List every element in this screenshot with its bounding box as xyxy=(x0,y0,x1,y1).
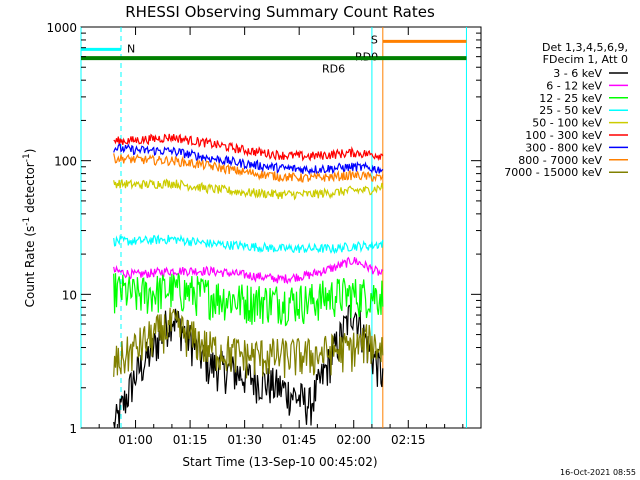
annotation-label-3: RD6 xyxy=(322,63,345,76)
legend-header-1: FDecim 1, Att 0 xyxy=(543,53,628,66)
legend-label-8: 7000 - 15000 keV xyxy=(504,166,602,179)
y-axis-label-main: Count Rate (s xyxy=(23,226,37,308)
legend-label-5: 100 - 300 keV xyxy=(525,129,602,142)
legend: Det 1,3,4,5,6,9,FDecim 1, Att 03 - 6 keV… xyxy=(504,41,628,179)
legend-label-7: 800 - 7000 keV xyxy=(518,154,602,167)
series-line-5 xyxy=(113,133,384,162)
annotation-label-1: S xyxy=(371,33,378,46)
series-line-7 xyxy=(113,153,384,183)
x-tick-label-1: 01:15 xyxy=(173,433,208,447)
legend-label-4: 50 - 100 keV xyxy=(532,117,602,130)
legend-label-2: 12 - 25 keV xyxy=(539,92,602,105)
y-tick-label-3: 1000 xyxy=(46,21,77,35)
series-line-3 xyxy=(113,234,384,255)
x-tick-label-0: 01:00 xyxy=(118,433,153,447)
footer-timestamp: 16-Oct-2021 08:55 xyxy=(560,468,636,477)
y-tick-label-0: 1 xyxy=(69,422,77,436)
y-axis-label-end: ) xyxy=(23,149,37,154)
legend-label-0: 3 - 6 keV xyxy=(553,67,602,80)
chart-title: RHESSI Observing Summary Count Rates xyxy=(125,3,435,21)
series-line-6 xyxy=(113,143,384,176)
x-tick-label-4: 02:00 xyxy=(336,433,371,447)
plot-area: NSRD0RD601:0001:1501:3001:4502:0002:1511… xyxy=(46,21,482,447)
series-line-1 xyxy=(113,256,384,285)
legend-label-6: 300 - 800 keV xyxy=(525,141,602,154)
x-tick-label-3: 01:45 xyxy=(282,433,317,447)
y-axis-label-sup2: -1 xyxy=(22,153,32,162)
series-line-4 xyxy=(113,178,384,201)
y-axis-label-mid: detector xyxy=(23,162,37,217)
x-tick-label-2: 01:30 xyxy=(227,433,262,447)
y-axis-label: Count Rate (s-1 detector-1) xyxy=(22,149,37,308)
series-line-2 xyxy=(113,273,384,327)
legend-header-0: Det 1,3,4,5,6,9, xyxy=(542,41,628,54)
x-axis-label: Start Time (13-Sep-10 00:45:02) xyxy=(182,455,377,469)
y-tick-label-2: 100 xyxy=(54,155,77,169)
legend-label-3: 25 - 50 keV xyxy=(539,104,602,117)
x-tick-label-5: 02:15 xyxy=(391,433,426,447)
y-tick-label-1: 10 xyxy=(62,288,77,302)
y-axis-label-sup1: -1 xyxy=(22,217,32,226)
annotation-label-0: N xyxy=(127,42,135,55)
series-line-8 xyxy=(113,307,384,379)
series-line-0 xyxy=(113,304,384,429)
legend-label-1: 6 - 12 keV xyxy=(546,79,602,92)
